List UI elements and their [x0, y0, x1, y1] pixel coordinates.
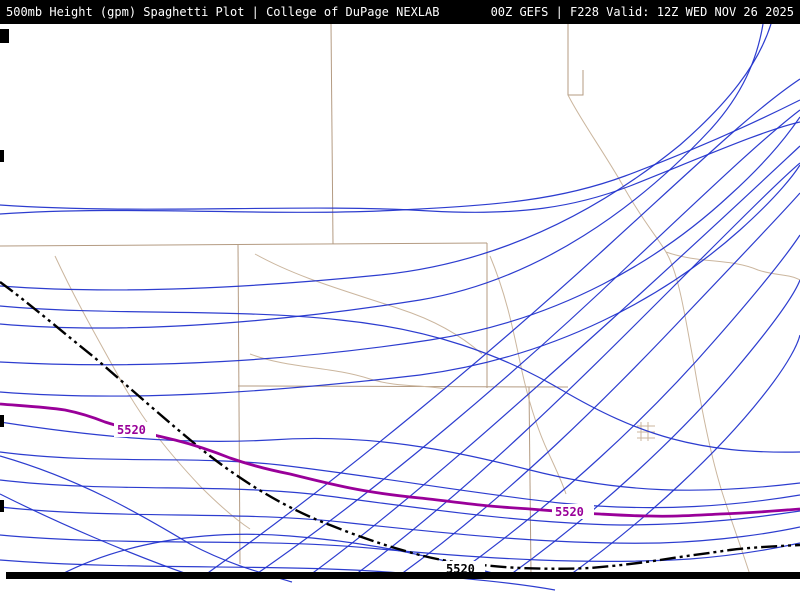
ensemble-member-line — [0, 506, 800, 544]
ensemble-member-line — [309, 145, 800, 576]
state-border — [237, 243, 241, 565]
ensemble-member-line — [0, 479, 800, 526]
label-background — [114, 422, 156, 437]
state-border — [567, 24, 584, 96]
ensemble-member-line — [399, 192, 800, 576]
contour-label-5520-east: 5520 — [555, 505, 584, 519]
ensemble-member-line — [569, 334, 800, 576]
ensemble-member-line — [0, 451, 800, 509]
ensemble-member-line — [0, 455, 293, 583]
map-frame — [0, 29, 800, 579]
left-edge-dash — [0, 150, 4, 162]
label-background — [552, 504, 594, 519]
ensemble-member-line — [0, 24, 772, 291]
ensemble-member-line — [0, 24, 764, 329]
river — [254, 253, 483, 355]
ensemble-member-line — [0, 99, 800, 215]
state-border — [330, 24, 334, 245]
title-bar: 500mb Height (gpm) Spaghetti Plot | Coll… — [0, 0, 800, 24]
dash-dot-contour-line — [0, 281, 800, 570]
ensemble-member-line — [0, 305, 800, 453]
highlight-contour-line — [0, 402, 800, 518]
map-canvas: 5520 5520 5520 — [0, 24, 800, 591]
ensemble-member-line — [204, 78, 800, 576]
map-area: 5520 5520 5520 — [0, 24, 800, 600]
left-edge-dash — [0, 500, 4, 512]
ensemble-member-line — [0, 559, 556, 591]
ensemble-member-line — [59, 533, 501, 576]
ensemble-member-line — [454, 234, 800, 576]
chart-title: 500mb Height (gpm) Spaghetti Plot | Coll… — [6, 5, 440, 19]
bottom-frame-bar — [6, 572, 800, 579]
ensemble-member-line — [354, 162, 800, 576]
river — [489, 255, 567, 495]
contour-label-5520-west: 5520 — [117, 423, 146, 437]
ensemble-member-line — [0, 421, 800, 491]
urban-area-marker — [637, 422, 655, 441]
label-background — [443, 561, 485, 575]
ensemble-member-line — [0, 164, 800, 397]
ensemble-member-line — [0, 116, 800, 366]
chart-valid-time: 00Z GEFS | F228 Valid: 12Z WED NOV 26 20… — [490, 5, 794, 19]
state-border — [237, 385, 569, 388]
river — [665, 251, 800, 281]
left-edge-dash — [0, 415, 4, 427]
state-border — [528, 386, 532, 576]
state-borders — [0, 24, 584, 576]
state-border — [0, 242, 488, 247]
ensemble-member-line — [509, 279, 800, 576]
river — [249, 353, 446, 390]
ensemble-member-lines — [0, 24, 800, 591]
ensemble-member-line — [0, 121, 800, 213]
ensemble-member-line — [0, 493, 191, 576]
left-edge-dash — [0, 29, 9, 43]
